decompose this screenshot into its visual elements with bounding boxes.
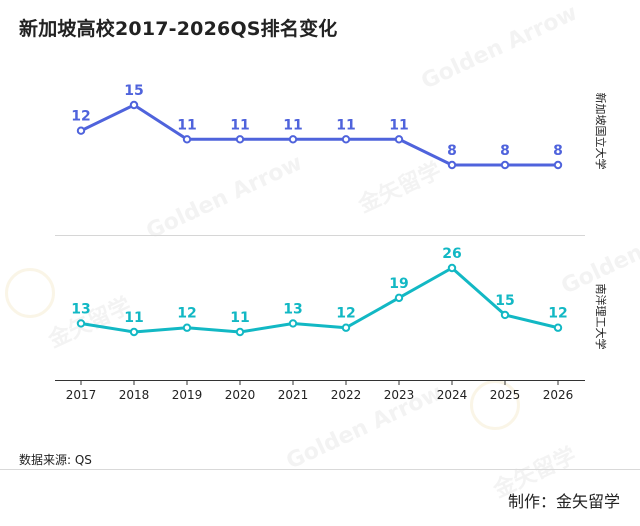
data-point <box>288 319 298 328</box>
x-tick-label: 2017 <box>66 388 97 402</box>
x-tick-label: 2025 <box>490 388 521 402</box>
data-label: 12 <box>336 306 355 322</box>
data-point <box>235 327 245 337</box>
data-label: 8 <box>447 143 457 159</box>
series-label: 新加坡国立大学 <box>594 93 608 170</box>
data-point <box>447 263 457 273</box>
data-point <box>394 293 404 303</box>
x-tick-label: 2018 <box>119 388 150 402</box>
data-point <box>341 323 351 332</box>
series-line <box>80 103 558 167</box>
data-point <box>288 135 298 144</box>
divider <box>0 469 640 470</box>
data-label: 11 <box>336 117 355 133</box>
series-line <box>80 266 559 334</box>
data-point <box>129 327 139 337</box>
data-label: 11 <box>230 310 249 326</box>
data-label: 11 <box>230 117 249 133</box>
credit: 制作：金矢留学 <box>507 492 620 511</box>
data-label: 11 <box>124 310 143 326</box>
data-label: 19 <box>389 276 408 292</box>
data-source: 数据来源: QS <box>19 453 92 467</box>
data-label: 11 <box>389 117 408 133</box>
x-tick-label: 2026 <box>543 388 574 402</box>
data-label: 8 <box>553 143 563 159</box>
data-label: 12 <box>71 109 90 125</box>
data-label: 11 <box>177 117 196 133</box>
x-tick-label: 2021 <box>278 388 309 402</box>
data-label: 15 <box>495 293 514 309</box>
data-label: 8 <box>500 143 510 159</box>
data-label: 12 <box>177 306 196 322</box>
x-tick-label: 2020 <box>225 388 256 402</box>
data-label: 15 <box>124 83 143 99</box>
chart-title: 新加坡高校2017-2026QS排名变化 <box>19 18 338 40</box>
data-point <box>447 160 457 170</box>
chart-area: 12 15 11 11 11 11 11 8 8 8 新加坡国立大学 13 11 12 11 13 12 19 26… <box>55 83 608 402</box>
data-point <box>182 135 192 144</box>
data-point <box>500 160 510 170</box>
data-label: 13 <box>283 301 302 317</box>
data-label: 11 <box>283 117 302 133</box>
data-point <box>129 100 139 110</box>
data-point <box>235 135 245 144</box>
data-point <box>394 135 404 144</box>
data-point <box>553 323 563 332</box>
data-label: 13 <box>71 301 90 317</box>
data-label: 12 <box>548 306 567 322</box>
data-point <box>76 126 86 135</box>
x-tick-label: 2024 <box>437 388 468 402</box>
x-tick-label: 2019 <box>172 388 203 402</box>
x-tick-label: 2022 <box>331 388 362 402</box>
series-label: 南洋理工大学 <box>594 284 608 350</box>
data-point <box>341 135 351 144</box>
data-point <box>553 160 563 170</box>
x-tick-label: 2023 <box>384 388 415 402</box>
data-label: 26 <box>442 246 461 262</box>
data-point <box>76 319 86 328</box>
data-point <box>182 323 192 332</box>
data-point <box>500 310 510 320</box>
